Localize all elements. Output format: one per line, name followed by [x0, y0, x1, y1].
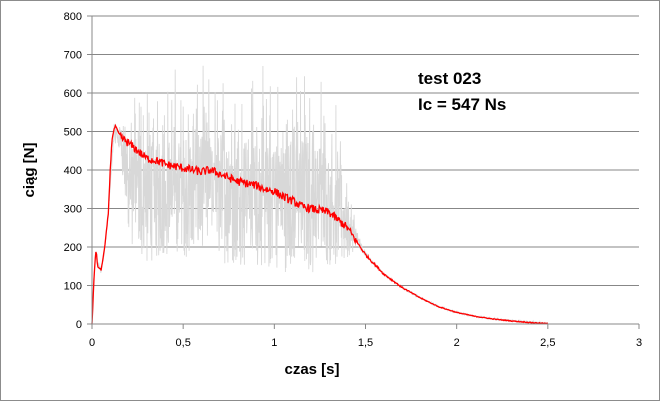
y-tick-label: 600 [64, 88, 82, 100]
y-axis-title: ciąg [N] [21, 142, 38, 197]
annotation-test-id: test 023 [418, 69, 481, 88]
x-tick-label: 1,5 [358, 337, 373, 349]
x-tick-label: 0 [89, 337, 95, 349]
y-tick-label: 300 [64, 204, 82, 216]
x-tick-label: 3 [636, 337, 642, 349]
annotation-total-impulse: Ic = 547 Ns [418, 95, 506, 114]
x-tick-labels: 0 0,5 1 1,5 2 2,5 3 [89, 324, 642, 349]
y-tick-label: 400 [64, 165, 82, 177]
y-tick-label: 0 [76, 319, 82, 331]
y-tick-label: 100 [64, 281, 82, 293]
y-tick-label: 200 [64, 242, 82, 254]
series-filtered-line [91, 123, 549, 325]
y-tick-label: 500 [64, 127, 82, 139]
x-tick-label: 0,5 [176, 337, 191, 349]
y-tick-label: 800 [64, 11, 82, 23]
y-tick-label: 700 [64, 50, 82, 62]
x-axis-title: czas [s] [284, 361, 339, 378]
y-tick-labels: 0 100 200 300 400 500 600 700 800 [64, 11, 92, 331]
x-tick-label: 2,5 [540, 337, 555, 349]
series-layer [91, 65, 549, 325]
x-tick-label: 2 [454, 337, 460, 349]
x-tick-label: 1 [271, 337, 277, 349]
